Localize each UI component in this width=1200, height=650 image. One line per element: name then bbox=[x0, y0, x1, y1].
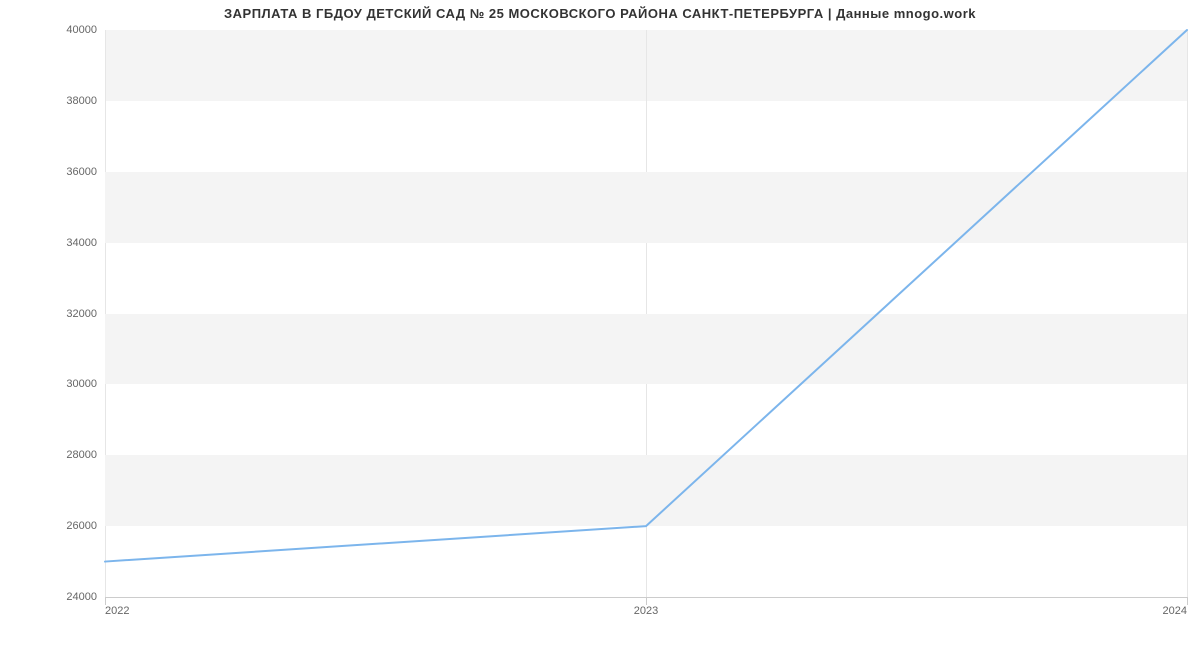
x-tick-label: 2023 bbox=[634, 597, 658, 617]
line-layer bbox=[105, 30, 1187, 597]
y-tick-label: 32000 bbox=[66, 308, 105, 320]
y-tick-label: 40000 bbox=[66, 24, 105, 36]
y-tick-label: 36000 bbox=[66, 166, 105, 178]
chart-title: ЗАРПЛАТА В ГБДОУ ДЕТСКИЙ САД № 25 МОСКОВ… bbox=[0, 6, 1200, 21]
series-line-salary bbox=[105, 30, 1187, 562]
y-tick-label: 28000 bbox=[66, 449, 105, 461]
y-tick-label: 34000 bbox=[66, 237, 105, 249]
x-axis-line bbox=[105, 597, 1187, 598]
y-tick-label: 30000 bbox=[66, 378, 105, 390]
plot-area: 2400026000280003000032000340003600038000… bbox=[105, 30, 1187, 597]
y-tick-label: 26000 bbox=[66, 520, 105, 532]
x-tick-label: 2022 bbox=[105, 597, 129, 617]
x-tick-mark bbox=[1187, 597, 1188, 605]
y-tick-label: 24000 bbox=[66, 591, 105, 603]
y-tick-label: 38000 bbox=[66, 95, 105, 107]
x-tick-label: 2024 bbox=[1163, 597, 1187, 617]
x-gridline bbox=[1187, 30, 1188, 597]
salary-line-chart: ЗАРПЛАТА В ГБДОУ ДЕТСКИЙ САД № 25 МОСКОВ… bbox=[0, 0, 1200, 650]
